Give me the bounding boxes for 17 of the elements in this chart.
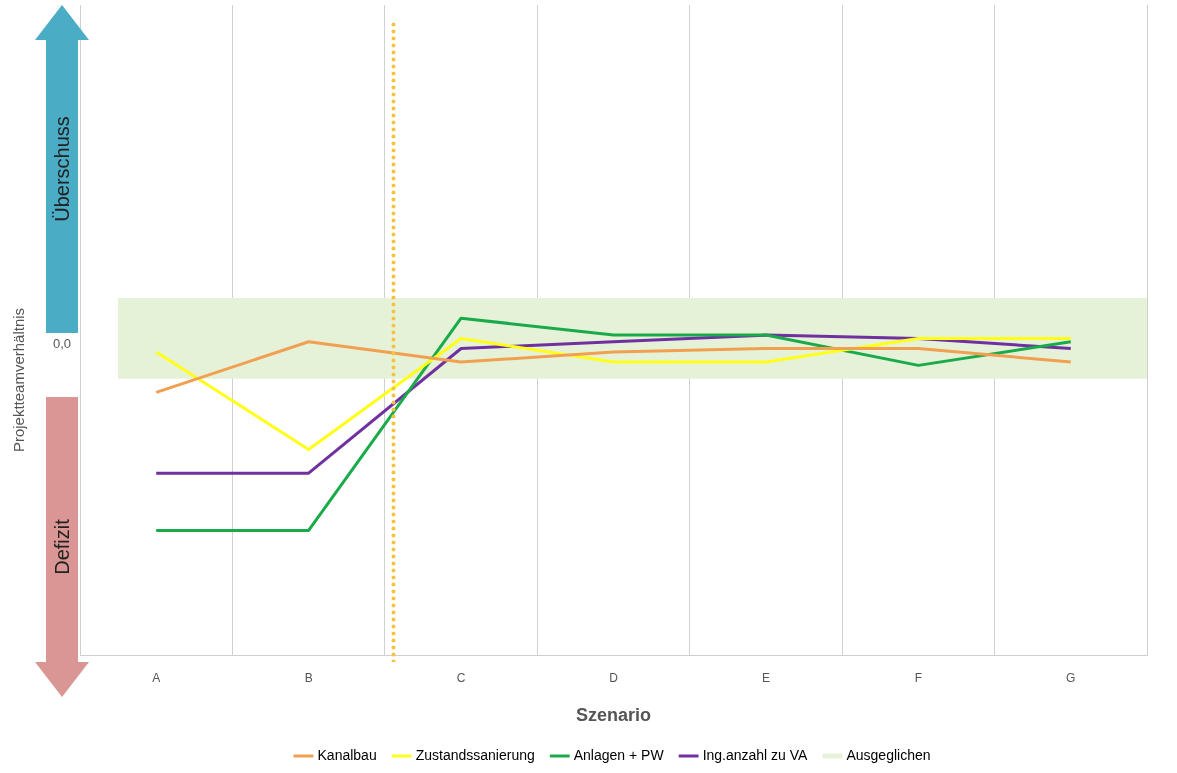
x-tick-label: D (609, 670, 619, 685)
x-tick-label: F (914, 670, 923, 685)
x-tick-label: A (152, 670, 161, 685)
x-tick-label: B (304, 670, 313, 685)
x-axis-title: Szenario (575, 705, 652, 726)
down-arrow-icon: Defizit (35, 397, 89, 697)
text: 0,0 (52, 335, 72, 351)
text: Projektteamverhältnis (9, 307, 27, 453)
x-tick-label: C (456, 670, 466, 685)
legend-label: Zustandssanierung (415, 746, 535, 763)
up-arrow-icon: Überschuss (35, 5, 89, 333)
legend-label: Anlagen + PW (573, 746, 665, 763)
legend-label: Ausgeglichen (846, 746, 931, 763)
legend-label: Ing.anzahl zu VA (702, 746, 809, 763)
legend-label: Kanalbau (317, 746, 377, 763)
x-tick-label: G (1066, 670, 1076, 685)
x-tick-label: E (761, 670, 770, 685)
